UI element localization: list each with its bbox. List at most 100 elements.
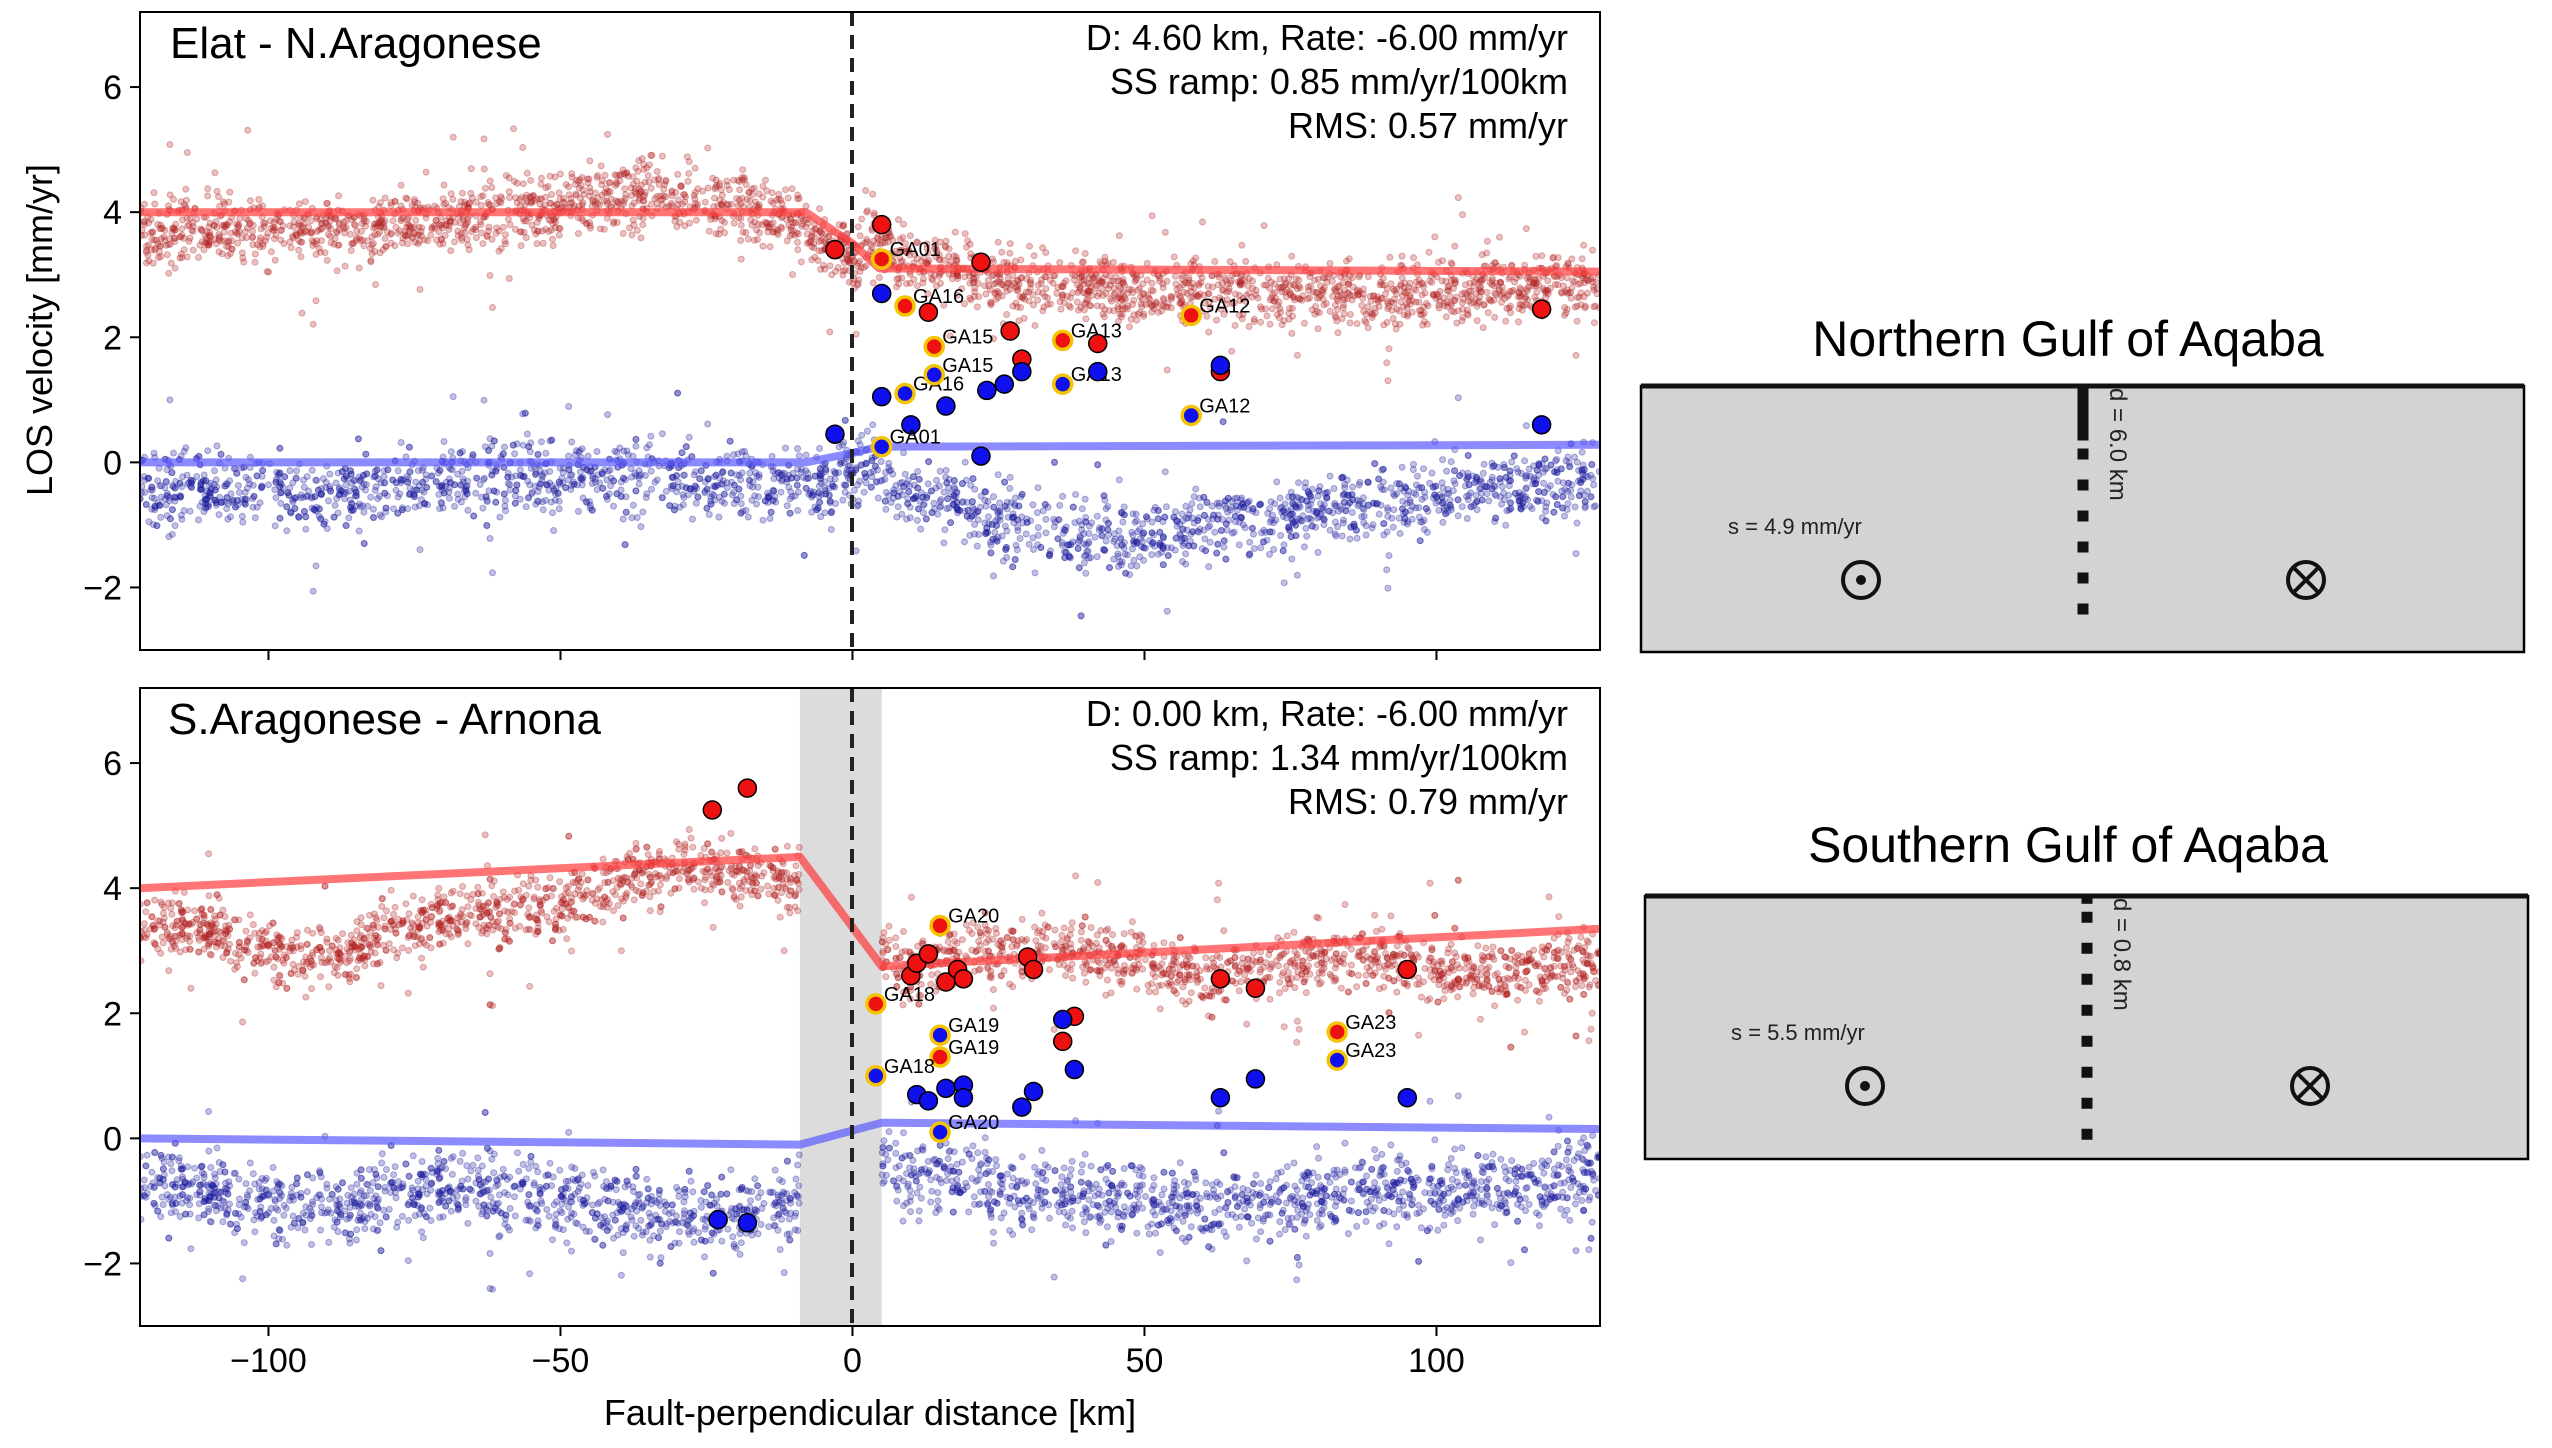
insar-point: [1438, 277, 1446, 285]
insar-point: [1420, 283, 1428, 291]
insar-point: [187, 476, 195, 484]
insar-point: [231, 228, 239, 236]
insar-point: [341, 229, 349, 237]
insar-point: [1102, 537, 1110, 545]
insar-point: [868, 244, 876, 251]
insar-point: [1102, 281, 1110, 289]
insar-point: [805, 238, 813, 246]
insar-point: [151, 244, 159, 252]
insar-point: [263, 233, 271, 241]
insar-point: [1070, 276, 1078, 284]
insar-point: [1517, 301, 1525, 309]
insar-point: [1140, 544, 1148, 552]
insar-point: [1515, 318, 1522, 326]
insar-point: [366, 244, 374, 252]
insar-point: [1084, 296, 1092, 304]
insar-point: [374, 219, 382, 227]
insar-point: [816, 228, 824, 236]
insar-point: [681, 193, 689, 201]
insar-point: [811, 253, 819, 261]
insar-point: [1476, 293, 1484, 301]
insar-point: [1168, 295, 1176, 303]
insar-point: [1038, 276, 1046, 284]
insar-point: [156, 248, 163, 256]
insar-point: [1174, 290, 1182, 298]
insar-point: [741, 176, 748, 184]
insar-point: [1528, 505, 1536, 513]
insar-point: [204, 192, 212, 200]
insar-point: [157, 493, 165, 501]
insar-point: [542, 225, 550, 233]
insar-point: [1590, 286, 1598, 294]
insar-point: [1006, 240, 1014, 248]
insar-point: [1026, 242, 1033, 250]
insar-point: [513, 199, 521, 207]
insar-point: [1442, 313, 1450, 321]
insar-point: [863, 238, 871, 246]
insar-point: [1104, 526, 1112, 534]
insar-point: [271, 256, 279, 264]
insar-point: [1039, 507, 1047, 515]
insar-point: [213, 442, 221, 450]
insar-point: [1346, 311, 1354, 318]
insar-point: [1277, 308, 1285, 316]
insar-point: [353, 227, 361, 235]
insar-point: [1162, 503, 1170, 511]
insar-point: [1280, 275, 1288, 283]
insar-point: [292, 474, 300, 482]
insar-point: [1101, 257, 1109, 265]
insar-point: [1122, 295, 1129, 303]
insar-point: [696, 475, 704, 483]
insar-point: [341, 262, 349, 270]
insar-point: [1013, 287, 1021, 295]
insar-point: [1377, 295, 1385, 303]
insar-point: [971, 284, 979, 292]
insar-point: [1214, 281, 1222, 289]
insar-point: [1295, 276, 1303, 284]
insar-point: [1193, 292, 1201, 300]
insar-point: [324, 222, 332, 230]
insar-point: [821, 509, 829, 517]
insar-point: [1472, 289, 1480, 297]
insar-point: [748, 185, 756, 193]
insar-point: [381, 489, 389, 497]
insar-point: [1505, 304, 1513, 312]
insar-point: [1196, 525, 1204, 533]
insar-point: [1098, 279, 1106, 286]
insar-point: [1333, 317, 1341, 325]
insar-point: [1030, 546, 1037, 553]
insar-point: [734, 450, 742, 458]
insar-point: [784, 194, 792, 202]
insar-point: [730, 219, 738, 227]
insar-point: [404, 216, 412, 224]
insar-point: [1387, 298, 1395, 306]
insar-point: [1368, 314, 1376, 321]
insar-point: [533, 240, 541, 248]
insar-point: [333, 229, 341, 237]
insar-point: [1542, 289, 1550, 297]
insar-point: [436, 240, 444, 248]
insar-point: [313, 227, 321, 235]
insar-point: [1147, 286, 1155, 294]
insar-point: [1091, 533, 1099, 541]
insar-point: [286, 222, 294, 230]
insar-point: [481, 184, 489, 192]
insar-point: [334, 241, 342, 249]
insar-point: [1567, 493, 1575, 501]
insar-point: [1263, 312, 1271, 320]
insar-point: [445, 494, 453, 502]
insar-point: [1474, 299, 1482, 307]
insar-point: [638, 155, 646, 163]
insar-point: [479, 504, 487, 512]
insar-point: [239, 254, 247, 262]
insar-point: [759, 193, 767, 201]
insar-point: [1082, 290, 1090, 298]
insar-point: [561, 199, 569, 207]
insar-point: [996, 499, 1004, 507]
insar-point: [1006, 484, 1014, 492]
insar-point: [528, 197, 536, 205]
insar-point: [271, 522, 279, 530]
insar-point: [857, 264, 865, 272]
insar-point: [1568, 255, 1576, 263]
insar-point: [495, 247, 503, 255]
